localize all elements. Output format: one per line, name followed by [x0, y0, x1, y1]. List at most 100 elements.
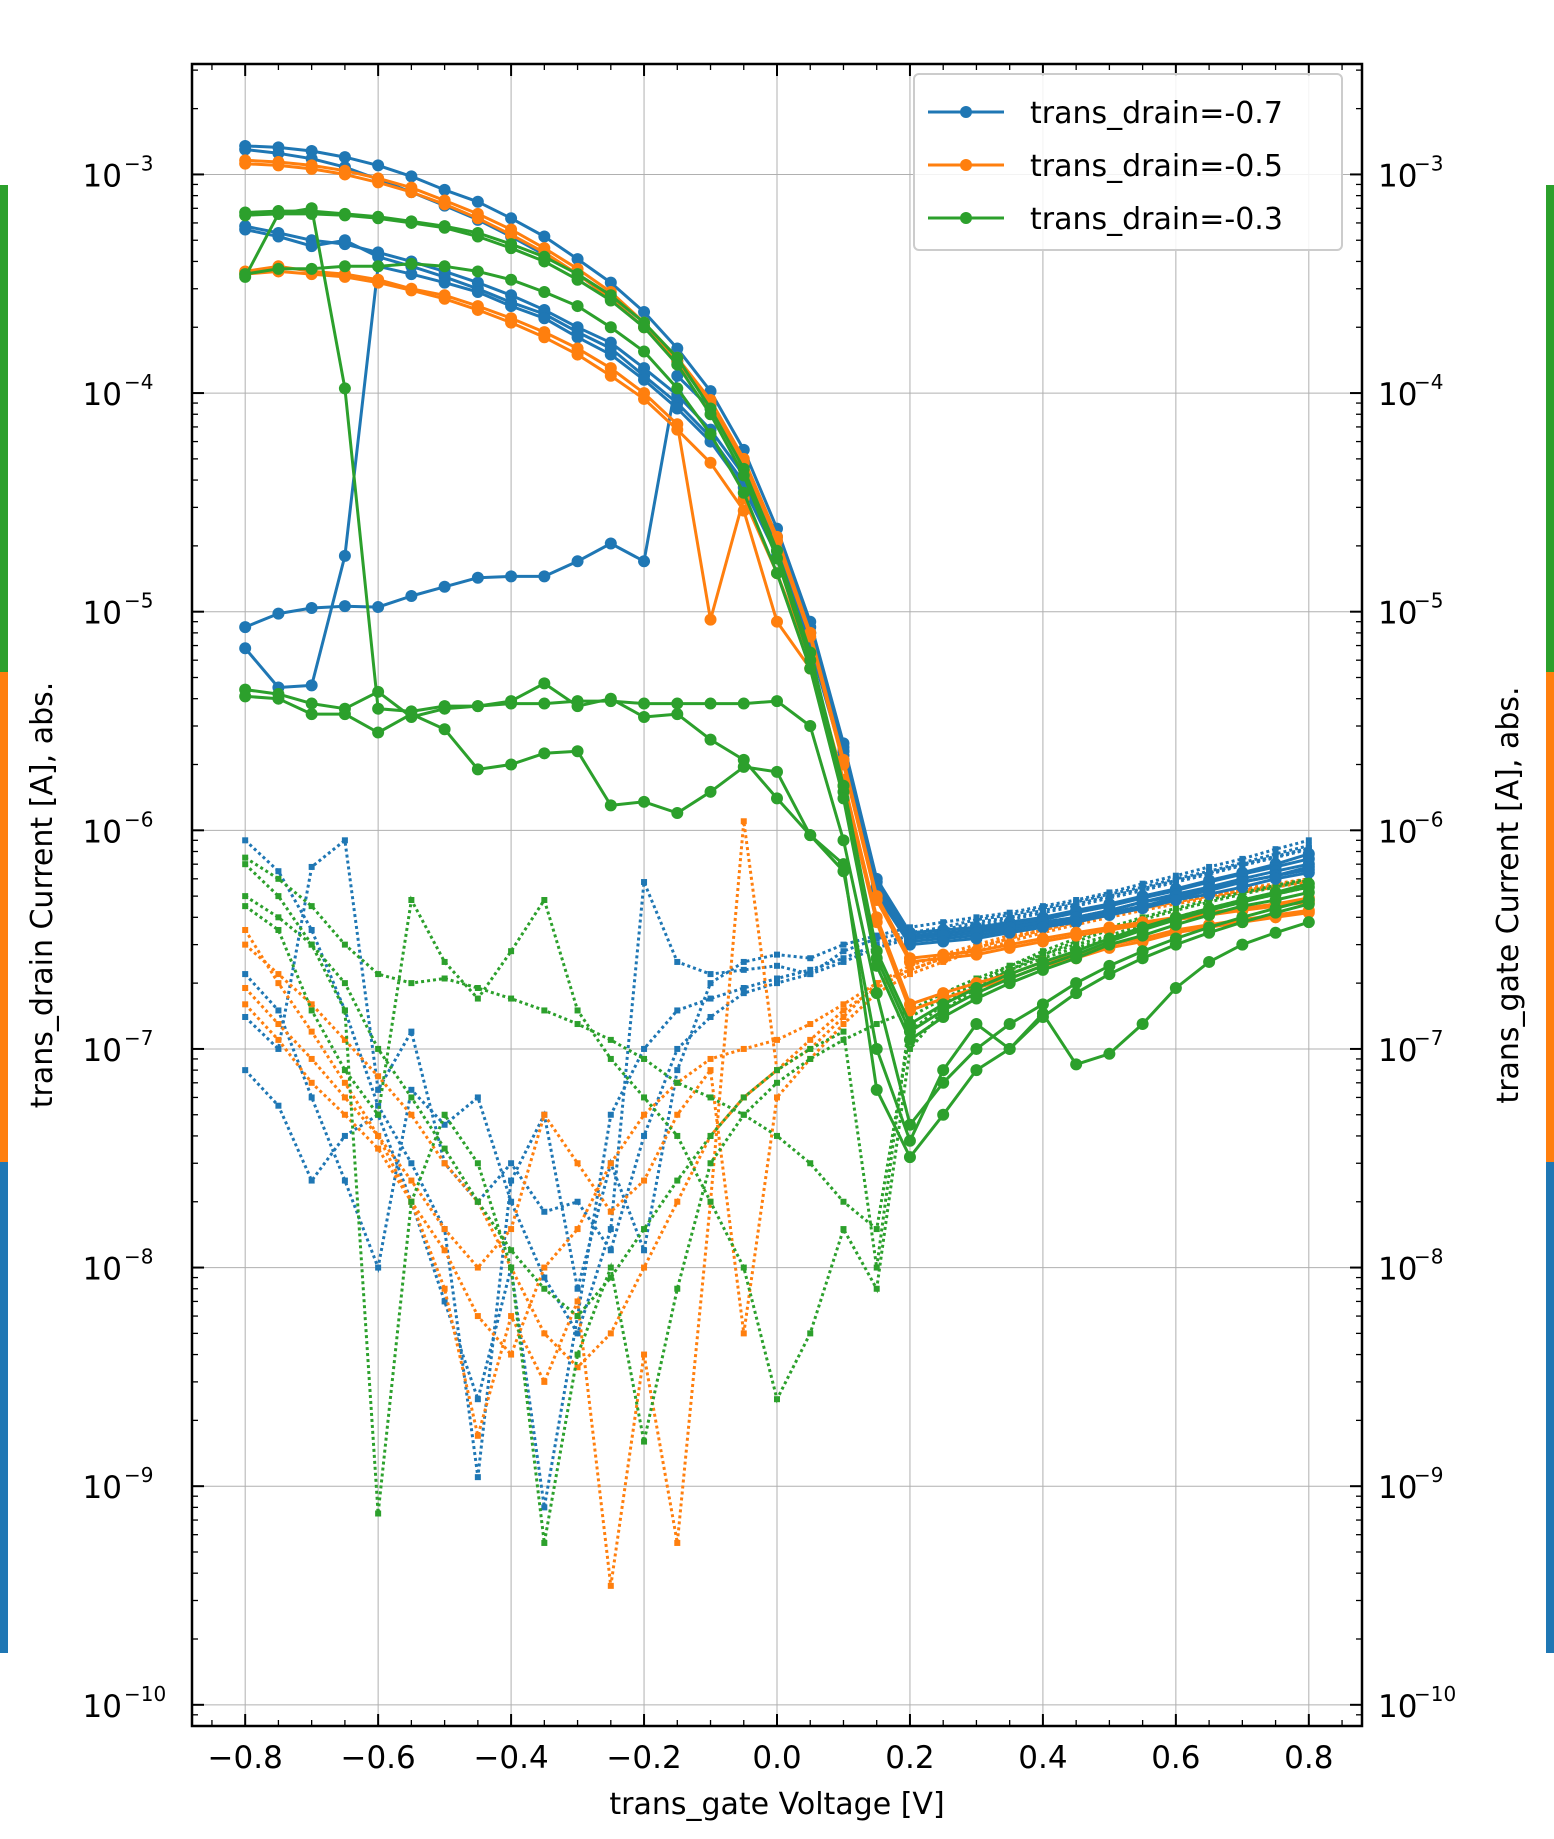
drain-point [338, 549, 351, 562]
drain-point [704, 733, 717, 746]
gate-point [840, 1001, 847, 1008]
gate-point [740, 1264, 747, 1271]
drain-point [1169, 981, 1182, 994]
drain-point [239, 143, 252, 156]
drain-point [870, 1083, 883, 1096]
drain-point [571, 745, 584, 758]
drain-point [937, 935, 950, 948]
gate-point [541, 1504, 548, 1511]
drain-point [1269, 894, 1282, 907]
gate-point [807, 1055, 814, 1062]
drain-point [538, 677, 551, 690]
drain-point [405, 170, 418, 183]
gate-point [441, 1247, 448, 1254]
y-tick-exponent-6: −4 [124, 370, 153, 394]
gate-point [607, 1264, 614, 1271]
drain-point [538, 331, 551, 344]
y2-tick-exponent-1: −9 [1414, 1463, 1443, 1487]
drain-point [1070, 952, 1083, 965]
drain-point [604, 348, 617, 361]
gate-point [840, 1007, 847, 1014]
gate-point [873, 1226, 880, 1233]
y-tick-exponent-1: −9 [124, 1463, 153, 1487]
gate-point [607, 1226, 614, 1233]
drain-point [1036, 998, 1049, 1011]
gate-point [375, 1045, 382, 1052]
gate-point [574, 1285, 581, 1292]
gate-point [275, 1007, 282, 1014]
drain-point [239, 642, 252, 655]
gate-point [807, 1160, 814, 1167]
drain-point [1269, 872, 1282, 885]
gate-point [308, 1177, 315, 1184]
drain-point [804, 829, 817, 842]
legend-label-0: trans_drain=-0.7 [1030, 96, 1283, 131]
drain-point [1103, 1047, 1116, 1060]
drain-point [571, 273, 584, 286]
gate-point [940, 919, 947, 926]
drain-point [538, 255, 551, 268]
gate-point [740, 1111, 747, 1118]
drain-point [771, 792, 783, 805]
drain-point [1203, 955, 1216, 968]
axis-tick-labels: −0.8 −0.6 −0.4 −0.2 0.0 0.2 0.4 0.6 0.810 −10 10−1… [83, 151, 1457, 1776]
y2-tick-label-4: 10 [1378, 814, 1417, 850]
gate-point [308, 1007, 315, 1014]
gate-point [707, 980, 714, 987]
gate-point [441, 958, 448, 965]
drain-point [937, 1108, 950, 1121]
drain-point [1136, 952, 1149, 965]
gate-point [1272, 846, 1279, 853]
legend-label-1: trans_drain=-0.5 [1030, 149, 1283, 184]
drain-point [438, 292, 451, 305]
drain-point [671, 369, 684, 382]
gate-point [242, 861, 249, 868]
gate-point [674, 1007, 681, 1014]
drain-point [372, 176, 385, 189]
drain-point [1103, 923, 1116, 936]
drain-point [1236, 938, 1249, 951]
gate-point [541, 1007, 548, 1014]
gate-point [441, 1121, 448, 1128]
drain-point [272, 692, 285, 705]
gate-point [674, 1079, 681, 1086]
gate-point [1139, 880, 1146, 887]
gate-point [474, 1264, 481, 1271]
drain-point [1203, 888, 1216, 901]
gate-point [641, 1177, 648, 1184]
drain-point [604, 799, 617, 812]
y2-tick-label-5: 10 [1378, 596, 1417, 632]
gate-point [508, 1198, 515, 1205]
legend-marker-1 [960, 159, 972, 171]
gate-point [574, 1021, 581, 1028]
drain-point [870, 1042, 883, 1055]
gate-point [807, 1021, 814, 1028]
axis-ticks [192, 64, 1362, 1727]
drain-point [1302, 866, 1315, 879]
gate-point [242, 941, 249, 948]
gate-point [474, 1396, 481, 1403]
gate-point [474, 1198, 481, 1205]
drain-point [671, 342, 684, 355]
drain-point [604, 321, 617, 334]
drain-point [471, 265, 484, 278]
drain-point [970, 992, 983, 1005]
gate-point [707, 1198, 714, 1205]
gate-point [341, 980, 348, 987]
drain-point [571, 300, 584, 313]
gate-point [1039, 907, 1046, 914]
gate-point [674, 1132, 681, 1139]
gate-point [541, 1285, 548, 1292]
gate-point [541, 897, 548, 904]
drain-point [937, 952, 950, 965]
drain-point [1236, 900, 1249, 913]
drain-point [338, 260, 351, 273]
gate-point [873, 935, 880, 942]
gate-current-series-group [242, 818, 1312, 1589]
gate-point [408, 1028, 415, 1035]
drain-point [438, 221, 451, 234]
gate-point [1206, 869, 1213, 876]
y-tick-exponent-7: −3 [124, 151, 153, 175]
gate-point [275, 1036, 282, 1043]
drain-point [970, 948, 983, 961]
